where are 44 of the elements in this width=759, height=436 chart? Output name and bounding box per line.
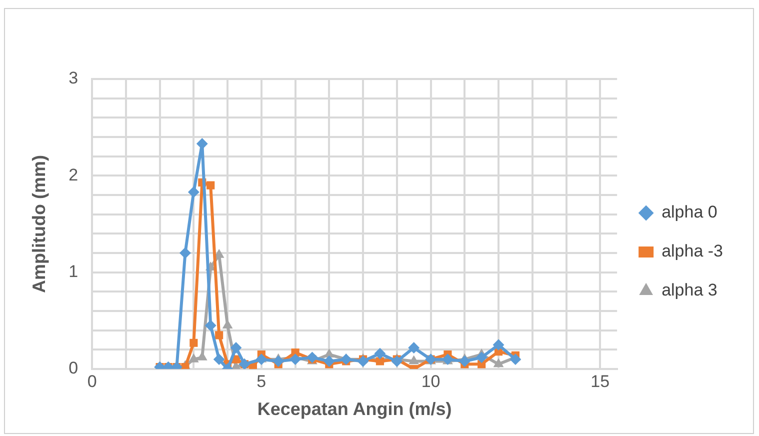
legend-label: alpha -3: [662, 242, 724, 261]
point: [493, 339, 504, 350]
x-tick-label: 10: [421, 372, 440, 391]
point: [324, 349, 334, 358]
x-axis-title: Kecepatan Angin (m/s): [257, 399, 452, 420]
point: [476, 352, 488, 363]
point: [248, 363, 257, 369]
point: [374, 348, 386, 360]
y-tick-label: 0: [68, 358, 78, 378]
point: [214, 354, 225, 365]
point: [409, 356, 419, 364]
legend-label: alpha 3: [662, 280, 718, 300]
point: [215, 331, 224, 340]
point: [459, 356, 470, 367]
point: [340, 354, 352, 365]
point: [256, 354, 267, 365]
point: [494, 358, 504, 368]
point: [230, 342, 242, 354]
point: [180, 248, 191, 258]
x-tick-label: 15: [590, 372, 610, 391]
point: [376, 357, 384, 366]
point: [324, 356, 335, 367]
point: [206, 181, 215, 190]
y-tick-label: 1: [68, 262, 78, 282]
x-tick-label: 5: [256, 372, 266, 391]
point: [188, 354, 198, 362]
point: [391, 356, 402, 367]
point: [205, 320, 216, 331]
y-axis-title: Amplitudo (mm): [28, 155, 49, 293]
legend-label: alpha 0: [662, 202, 718, 222]
point: [272, 356, 284, 367]
point: [408, 342, 420, 354]
point: [290, 354, 301, 365]
point: [306, 352, 318, 363]
x-tick-label: 0: [87, 372, 97, 391]
point: [222, 320, 232, 328]
point: [181, 363, 190, 369]
point: [510, 354, 521, 365]
point: [196, 138, 208, 150]
y-tick-label: 2: [68, 165, 78, 184]
y-tick-label: 3: [68, 68, 78, 88]
point: [188, 186, 200, 198]
point: [190, 338, 198, 347]
point: [358, 356, 369, 367]
